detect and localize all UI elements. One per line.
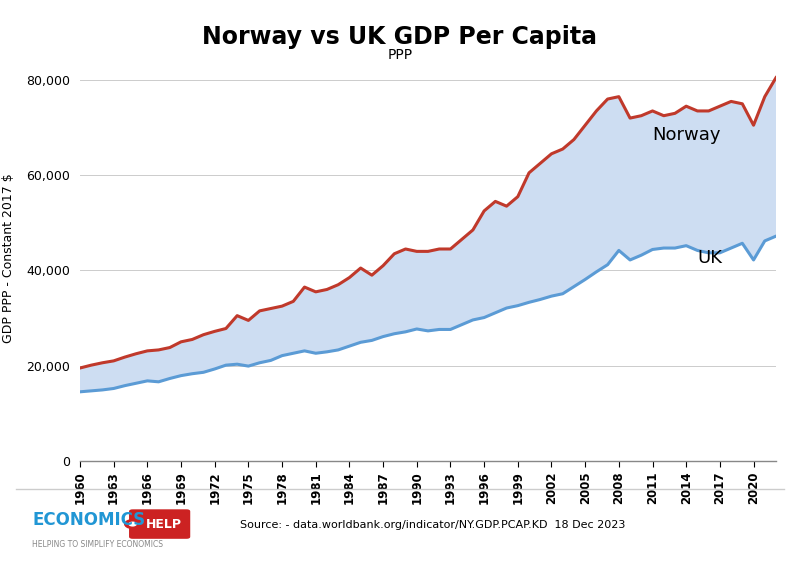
Text: PPP: PPP — [387, 48, 413, 62]
Circle shape — [128, 522, 137, 527]
FancyBboxPatch shape — [129, 509, 190, 539]
Text: ECONOMICS: ECONOMICS — [32, 511, 145, 529]
Text: UK: UK — [698, 250, 722, 268]
Text: Norway: Norway — [653, 125, 721, 143]
Y-axis label: GDP PPP - Constant 2017 $: GDP PPP - Constant 2017 $ — [2, 174, 15, 343]
Text: HELP: HELP — [146, 518, 182, 531]
Text: Source: - data.worldbank.org/indicator/NY.GDP.PCAP.KD  18 Dec 2023: Source: - data.worldbank.org/indicator/N… — [240, 520, 626, 531]
Text: HELPING TO SIMPLIFY ECONOMICS: HELPING TO SIMPLIFY ECONOMICS — [32, 540, 163, 549]
Text: Norway vs UK GDP Per Capita: Norway vs UK GDP Per Capita — [202, 25, 598, 49]
Circle shape — [124, 519, 142, 529]
